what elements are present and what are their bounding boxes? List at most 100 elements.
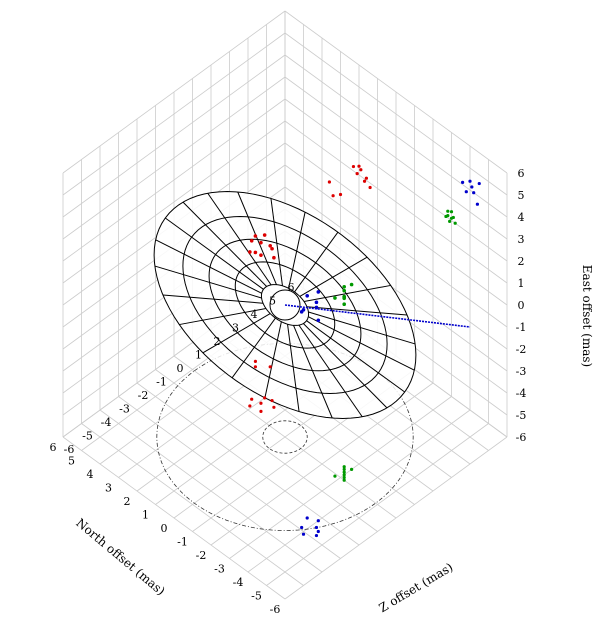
z-tick-label: 0: [177, 362, 184, 375]
green-point: [342, 295, 347, 299]
green-point: [349, 282, 354, 287]
red-floor-projection: [259, 409, 263, 413]
red-wall-projection: [331, 194, 335, 198]
red-point: [259, 253, 263, 257]
red-floor-projection: [263, 396, 267, 400]
ellipsoid-meridian: [162, 294, 264, 304]
green-wall-projection: [453, 221, 457, 225]
north-tick-label: 6: [50, 441, 57, 454]
green-wall-projection: [446, 214, 450, 218]
ellipsoid-meridian: [207, 192, 272, 286]
blue-point: [316, 290, 321, 294]
red-wall-projection: [368, 185, 372, 190]
ellipsoid-meridian: [179, 308, 267, 326]
ellipsoid-meridian: [231, 317, 276, 379]
red-wall-projection: [327, 180, 331, 184]
red-floor-projection: [253, 359, 257, 363]
blue-floor-projection: [301, 532, 306, 536]
east-tick-label: -1: [516, 321, 527, 334]
ellipsoid-meridian: [164, 217, 264, 290]
red-point: [249, 239, 254, 243]
blue-floor-projection: [314, 533, 319, 538]
north-tick-label: -1: [177, 536, 188, 549]
north-tick-label: 0: [161, 522, 168, 535]
z-tick-label: 3: [232, 322, 239, 335]
ellipsoid-meridian: [308, 316, 415, 371]
red-wall-projection: [355, 172, 359, 176]
green-floor-projection: [342, 475, 346, 480]
red-point: [270, 246, 274, 251]
green-wall-projection: [446, 209, 450, 213]
ellipsoid-meridian: [302, 323, 388, 409]
data-points: [248, 164, 481, 538]
ellipsoid-meridian: [298, 324, 363, 418]
red-floor-projection: [248, 404, 252, 408]
east-tick-label: 3: [518, 233, 525, 246]
ellipsoid-meridian: [155, 239, 262, 294]
grid-line: [62, 32, 286, 196]
red-floor-projection: [259, 401, 263, 405]
blue-point: [316, 318, 321, 323]
blue-wall-projection: [475, 202, 479, 206]
blue-wall-projection: [470, 185, 474, 189]
z-tick-label: -6: [64, 443, 75, 456]
ellipsoid-meridian: [294, 231, 339, 293]
red-wall-projection: [364, 176, 368, 180]
blue-floor-projection: [316, 519, 320, 523]
blue-wall-projection: [464, 190, 468, 194]
red-floor-projection: [272, 405, 276, 409]
north-tick-label: 5: [68, 455, 75, 468]
ellipsoid-meridian: [306, 306, 408, 316]
green-wall-projection: [451, 215, 455, 220]
ellipsoid-meridian: [270, 198, 283, 286]
blue-point: [314, 305, 319, 310]
z-tick-label: -1: [156, 376, 167, 389]
green-floor-projection: [350, 467, 354, 471]
ellipsoid-meridian: [264, 321, 282, 398]
east-axis-title: East offset (mas): [580, 265, 594, 367]
red-point: [253, 234, 258, 238]
z-tick-label: 5: [269, 295, 276, 308]
east-tick-label: -3: [516, 365, 527, 378]
red-wall-projection: [362, 179, 367, 183]
north-tick-label: 3: [105, 482, 112, 495]
blue-point: [314, 300, 319, 305]
red-point: [253, 250, 258, 255]
red-point: [272, 255, 276, 260]
red-floor-projection: [270, 398, 274, 403]
blue-point: [305, 294, 310, 298]
red-point: [248, 250, 252, 254]
red-floor-projection: [268, 365, 272, 369]
green-wall-projection: [449, 210, 454, 214]
ellipsoid-meridian: [288, 212, 306, 289]
grid-line: [284, 32, 508, 196]
ellipsoid-meridian: [293, 325, 333, 419]
north-tick-label: -3: [214, 563, 225, 576]
z-tick-label: 6: [288, 281, 295, 294]
north-tick-label: 1: [142, 509, 149, 522]
red-wall-projection: [357, 164, 361, 168]
east-tick-label: 2: [518, 255, 525, 268]
north-tick-label: -6: [270, 603, 281, 616]
blue-wall-projection: [477, 181, 481, 186]
z-tick-label: 1: [195, 349, 202, 362]
north-tick-label: -2: [196, 549, 207, 562]
north-tick-label: -4: [233, 576, 244, 589]
blue-floor-projection: [305, 516, 309, 520]
north-tick-label: -5: [251, 590, 262, 603]
north-tick-label: 4: [87, 468, 94, 481]
blue-wall-projection: [461, 180, 465, 184]
east-tick-label: 4: [518, 211, 525, 224]
green-floor-projection: [342, 467, 346, 471]
east-tick-label: 5: [518, 189, 525, 202]
grid-line: [284, 10, 508, 174]
blue-floor-projection: [300, 525, 304, 530]
ellipsoid-meridian: [237, 191, 277, 285]
ellipsoid-meridian: [303, 284, 391, 302]
east-tick-label: 6: [518, 167, 525, 180]
green-floor-projection: [342, 470, 346, 474]
z-tick-label: 2: [214, 335, 221, 348]
blue-wall-projection: [472, 191, 476, 195]
ellipsoid-meridian: [287, 324, 300, 412]
